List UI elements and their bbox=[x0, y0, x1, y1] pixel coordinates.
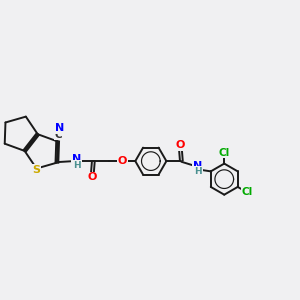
Text: H: H bbox=[73, 161, 81, 170]
Text: N: N bbox=[193, 161, 202, 171]
Text: O: O bbox=[118, 156, 127, 166]
Text: O: O bbox=[88, 172, 97, 182]
Text: H: H bbox=[194, 167, 201, 176]
Text: C: C bbox=[55, 130, 62, 140]
Text: Cl: Cl bbox=[242, 188, 253, 197]
Text: S: S bbox=[32, 165, 40, 175]
Text: O: O bbox=[176, 140, 185, 150]
Text: N: N bbox=[55, 123, 64, 133]
Text: N: N bbox=[72, 154, 81, 164]
Text: Cl: Cl bbox=[219, 148, 230, 158]
